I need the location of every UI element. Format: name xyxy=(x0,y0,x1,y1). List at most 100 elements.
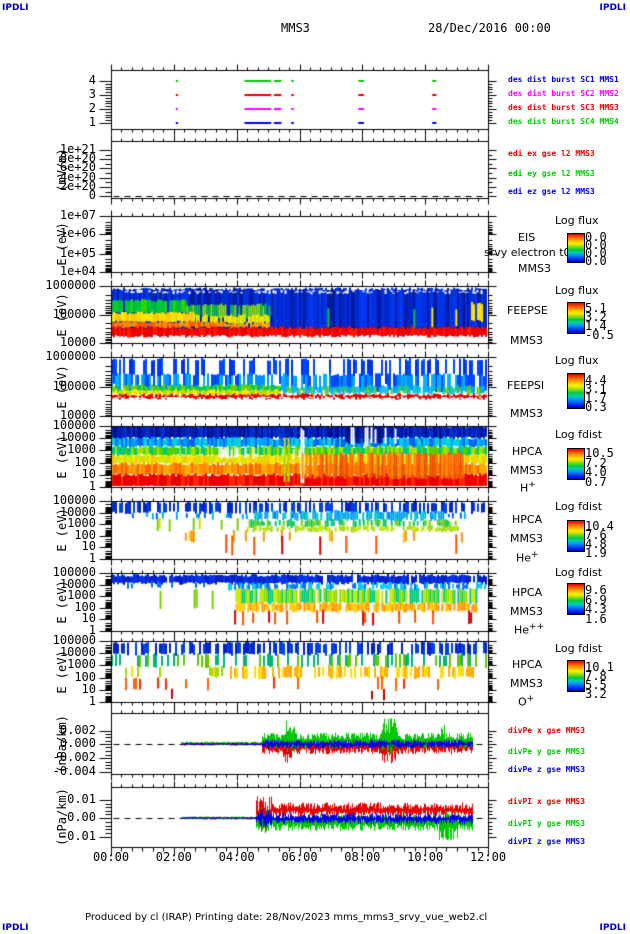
ytick-label: 4 xyxy=(88,73,96,87)
x-tick-label: 00:00 xyxy=(92,850,130,864)
ytick-label: 100000 xyxy=(52,379,96,393)
colorbar-value: 10.4 xyxy=(585,519,614,533)
ytick-label: 0.002 xyxy=(59,723,96,737)
y-axis-title: (nPa/km) xyxy=(55,788,69,846)
colorbar-title: Log flux xyxy=(555,284,599,297)
legend-text: des dist burst SC1 MMS1 xyxy=(508,75,619,84)
x-tick-label: 06:00 xyxy=(281,850,318,864)
colorbar-value: 0.0 xyxy=(585,246,607,260)
legend-label-hpca-o-1: MMS3 xyxy=(510,677,543,690)
colorbar-feepse xyxy=(567,302,585,334)
ytick-label: 10000 xyxy=(59,430,96,444)
legend-text: H xyxy=(520,481,529,495)
x-tick-label: 08:00 xyxy=(344,850,381,864)
legend-text: des dist burst SC2 MMS2 xyxy=(508,89,619,98)
ytick-label: 10000 xyxy=(59,645,96,659)
ion-charge-sup: + xyxy=(526,694,535,704)
legend-text: HPCA xyxy=(512,658,543,671)
x-tick-label: 04:00 xyxy=(218,850,255,864)
legend-label-divpi-0: divPI x gse MMS3 xyxy=(508,797,585,806)
legend-label-divpe-2: divPe z gse MMS3 xyxy=(508,765,585,774)
ytick-label: 8e+20 xyxy=(59,151,96,165)
colorbar-value: 10.1 xyxy=(585,660,614,674)
spacecraft-title: MMS3 xyxy=(281,21,310,35)
legend-label-edi-0: edi ex gse l2 MMS3 xyxy=(508,149,595,158)
ytick-label: 100 xyxy=(74,455,96,469)
ytick-label: 1e+07 xyxy=(59,208,96,222)
plot-datetime: 28/Dec/2016 00:00 xyxy=(428,21,551,35)
ytick-label: 1 xyxy=(88,694,96,708)
colorbar-title: Log fdist xyxy=(555,642,603,655)
legend-text: edi ex gse l2 MMS3 xyxy=(508,149,595,158)
colorbar-title: Log flux xyxy=(555,214,599,227)
ytick-label: 2 xyxy=(88,101,96,115)
legend-text: MMS3 xyxy=(510,532,543,545)
colorbar-value: 0.0 xyxy=(585,238,607,252)
colorbar-value: 3.2 xyxy=(585,687,607,701)
ytick-label: 1 xyxy=(88,115,96,129)
colorbar-value: 4.4 xyxy=(585,373,607,387)
colorbar-value: 7.6 xyxy=(585,528,607,542)
y-axis-title: (nPa/km) xyxy=(55,714,69,773)
ion-charge-sup: + xyxy=(531,550,539,560)
ytick-label: 1e+21 xyxy=(59,142,96,156)
colorbar-value: 1.7 xyxy=(585,391,607,405)
legend-text: divPI x gse MMS3 xyxy=(508,797,586,806)
legend-text: HPCA xyxy=(512,586,543,599)
ytick-label: 100000 xyxy=(52,565,96,579)
colorbar-value: 0.0 xyxy=(585,254,607,268)
legend-text: MMS3 xyxy=(510,677,543,690)
ytick-label: 10000 xyxy=(59,577,96,591)
legend-text: He xyxy=(516,551,532,565)
legend-text: FEEPSI xyxy=(507,379,545,392)
colorbar-title: Log flux xyxy=(555,354,599,367)
colorbar-hpca-o xyxy=(567,660,585,692)
ytick-label: 100 xyxy=(74,600,96,614)
ytick-label: 100000 xyxy=(52,493,96,507)
colorbar-hpca-h xyxy=(567,448,585,480)
colorbar-title: Log fdist xyxy=(555,500,603,513)
ytick-label: 6e+20 xyxy=(59,160,96,174)
colorbar-value: 3.2 xyxy=(585,310,607,324)
legend-text: divPe x gse MMS3 xyxy=(508,726,586,735)
legend-text: divPI z gse MMS3 xyxy=(508,837,586,846)
legend-label-hpca-hepp-2: He++ xyxy=(514,622,544,637)
legend-label-divpe-1: divPe y gse MMS3 xyxy=(508,747,585,756)
x-tick-label: 10:00 xyxy=(407,850,444,864)
colorbar-value: 0.3 xyxy=(585,400,607,414)
legend-text: MMS3 xyxy=(510,407,543,420)
legend-label-feepsi-1: MMS3 xyxy=(510,407,543,420)
ytick-label: 10 xyxy=(81,539,96,553)
ytick-label: 1000 xyxy=(67,657,96,671)
colorbar-value: 3.1 xyxy=(585,382,607,396)
legend-text: FEEPSE xyxy=(507,304,548,317)
legend-label-feepsi-0: FEEPSI xyxy=(507,379,544,392)
legend-text: MMS3 xyxy=(510,605,543,618)
ytick-label: 4e+20 xyxy=(59,170,96,184)
ytick-label: 100 xyxy=(74,528,96,542)
ytick-label: 0.000 xyxy=(59,736,96,750)
y-axis-title: E (eV) xyxy=(55,508,69,552)
colorbar-hpca-he xyxy=(567,520,585,552)
ytick-label: 100 xyxy=(74,670,96,684)
ytick-label: 10000 xyxy=(59,408,96,422)
y-axis-title: E (eV) xyxy=(55,580,69,624)
colorbar-value: 5.5 xyxy=(585,678,607,692)
legend-label-des-dist-burst-0: des dist burst SC1 MMS1 xyxy=(508,75,619,84)
colorbar-value: 6.9 xyxy=(585,593,607,607)
legend-label-divpi-2: divPI z gse MMS3 xyxy=(508,837,585,846)
colorbar-value: 4.8 xyxy=(585,537,607,551)
legend-text: divPe z gse MMS3 xyxy=(508,765,586,774)
legend-text: edi ey gse l2 MMS3 xyxy=(508,169,595,178)
ytick-label: 2e+20 xyxy=(59,179,96,193)
legend-label-eis-1: srvy electron t0 xyxy=(484,246,571,259)
legend-text: EIS xyxy=(518,231,536,244)
legend-label-hpca-hepp-0: HPCA xyxy=(512,586,542,599)
legend-label-edi-2: edi ez gse l2 MMS3 xyxy=(508,187,595,196)
legend-label-feepse-1: MMS3 xyxy=(510,334,543,347)
x-tick-label: 12:00 xyxy=(469,850,507,864)
y-axis-title: E (eV) xyxy=(55,292,69,337)
legend-text: des dist burst SC3 MMS3 xyxy=(508,103,619,112)
ytick-label: 1000 xyxy=(67,442,96,456)
